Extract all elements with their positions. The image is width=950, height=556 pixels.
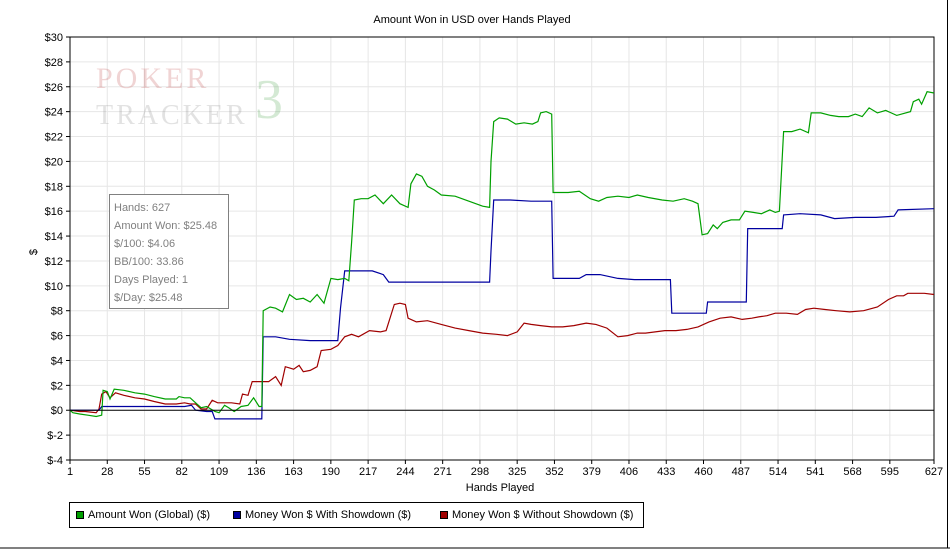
plot-area xyxy=(69,36,935,461)
y-tick-label: $2 xyxy=(51,380,63,392)
x-tick-label: 55 xyxy=(138,466,150,478)
x-tick-label: 271 xyxy=(433,466,451,478)
series-line-amount-won-global xyxy=(69,91,935,418)
x-tick-label: 352 xyxy=(545,466,563,478)
legend-item-global: Amount Won (Global) ($) xyxy=(76,509,210,521)
y-axis-label: $ xyxy=(28,249,40,255)
x-tick-label: 109 xyxy=(210,466,228,478)
series-line-without-showdown xyxy=(69,292,935,414)
x-tick-label: 627 xyxy=(925,466,943,478)
x-tick-label: 298 xyxy=(471,466,489,478)
y-tick-label: $12 xyxy=(45,256,63,268)
legend-label-global: Amount Won (Global) ($) xyxy=(88,509,211,521)
y-tick-label: $22 xyxy=(45,132,63,144)
y-tick-label: $0 xyxy=(51,405,63,417)
x-tick-label: 244 xyxy=(396,466,414,478)
y-tick-label: $30 xyxy=(45,32,63,44)
stats-box: Hands: 627 Amount Won: $25.48 $/100: $4.… xyxy=(109,194,229,309)
y-tick-label: $18 xyxy=(45,181,63,193)
y-tick-label: $-2 xyxy=(47,430,63,442)
chart-title: Amount Won in USD over Hands Played xyxy=(373,14,570,26)
x-tick-label: 136 xyxy=(247,466,265,478)
x-tick-label: 325 xyxy=(508,466,526,478)
series-line-with-showdown xyxy=(70,199,935,420)
x-axis-ticks: 1 28 55 82 109 136 163 190 217 244 271 298 325 352 379… xyxy=(67,460,943,478)
y-tick-label: $-4 xyxy=(47,455,63,467)
x-tick-label: 487 xyxy=(732,466,750,478)
x-tick-label: 568 xyxy=(843,466,861,478)
watermark-mark: 3 xyxy=(255,69,283,131)
y-tick-label: $8 xyxy=(51,306,63,318)
x-tick-label: 163 xyxy=(284,466,302,478)
y-tick-label: $26 xyxy=(45,82,63,94)
x-tick-label: 460 xyxy=(694,466,712,478)
stat-amount-won: Amount Won: $25.48 xyxy=(114,220,218,232)
y-tick-label: $28 xyxy=(45,57,63,69)
series-layer xyxy=(69,91,935,420)
x-tick-label: 190 xyxy=(322,466,340,478)
legend-swatch-no-showdown xyxy=(440,511,448,519)
x-tick-label: 433 xyxy=(657,466,675,478)
y-tick-label: $20 xyxy=(45,156,63,168)
legend-swatch-showdown xyxy=(233,511,241,519)
y-axis-ticks: $-4 $-2 $0 $2 $4 $6 $8 $10 $12 $14 $16 $18 $20 $22 $24… xyxy=(45,32,70,467)
x-tick-label: 595 xyxy=(881,466,899,478)
stat-days-played: Days Played: 1 xyxy=(114,274,188,286)
watermark-line1: POKER xyxy=(96,62,209,95)
y-tick-label: $16 xyxy=(45,206,63,218)
legend: Amount Won (Global) ($) Money Won $ With… xyxy=(69,502,644,528)
x-axis-label: Hands Played xyxy=(466,482,535,494)
stat-per-100: $/100: $4.06 xyxy=(114,238,176,250)
legend-item-showdown: Money Won $ With Showdown ($) xyxy=(233,509,411,521)
x-tick-label: 82 xyxy=(176,466,188,478)
stat-bb-100: BB/100: 33.86 xyxy=(114,256,184,268)
y-tick-label: $4 xyxy=(51,355,63,367)
x-tick-label: 541 xyxy=(806,466,824,478)
stat-per-day: $/Day: $25.48 xyxy=(114,292,183,304)
legend-swatch-global xyxy=(76,511,84,519)
legend-label-showdown: Money Won $ With Showdown ($) xyxy=(245,509,412,521)
x-tick-label: 379 xyxy=(583,466,601,478)
watermark-logo: POKER TRACKER 3 xyxy=(96,62,283,131)
x-tick-label: 514 xyxy=(769,466,787,478)
y-tick-label: $24 xyxy=(45,107,63,119)
y-tick-label: $10 xyxy=(45,281,63,293)
x-tick-label: 217 xyxy=(359,466,377,478)
watermark-line2: TRACKER xyxy=(96,100,248,131)
stat-hands: Hands: 627 xyxy=(114,202,171,214)
y-tick-label: $14 xyxy=(45,231,63,243)
legend-label-no-showdown: Money Won $ Without Showdown ($) xyxy=(452,509,634,521)
x-tick-label: 1 xyxy=(67,466,73,478)
x-tick-label: 28 xyxy=(101,466,113,478)
y-tick-label: $6 xyxy=(51,331,63,343)
x-tick-label: 406 xyxy=(620,466,638,478)
legend-item-no-showdown: Money Won $ Without Showdown ($) xyxy=(440,509,633,521)
